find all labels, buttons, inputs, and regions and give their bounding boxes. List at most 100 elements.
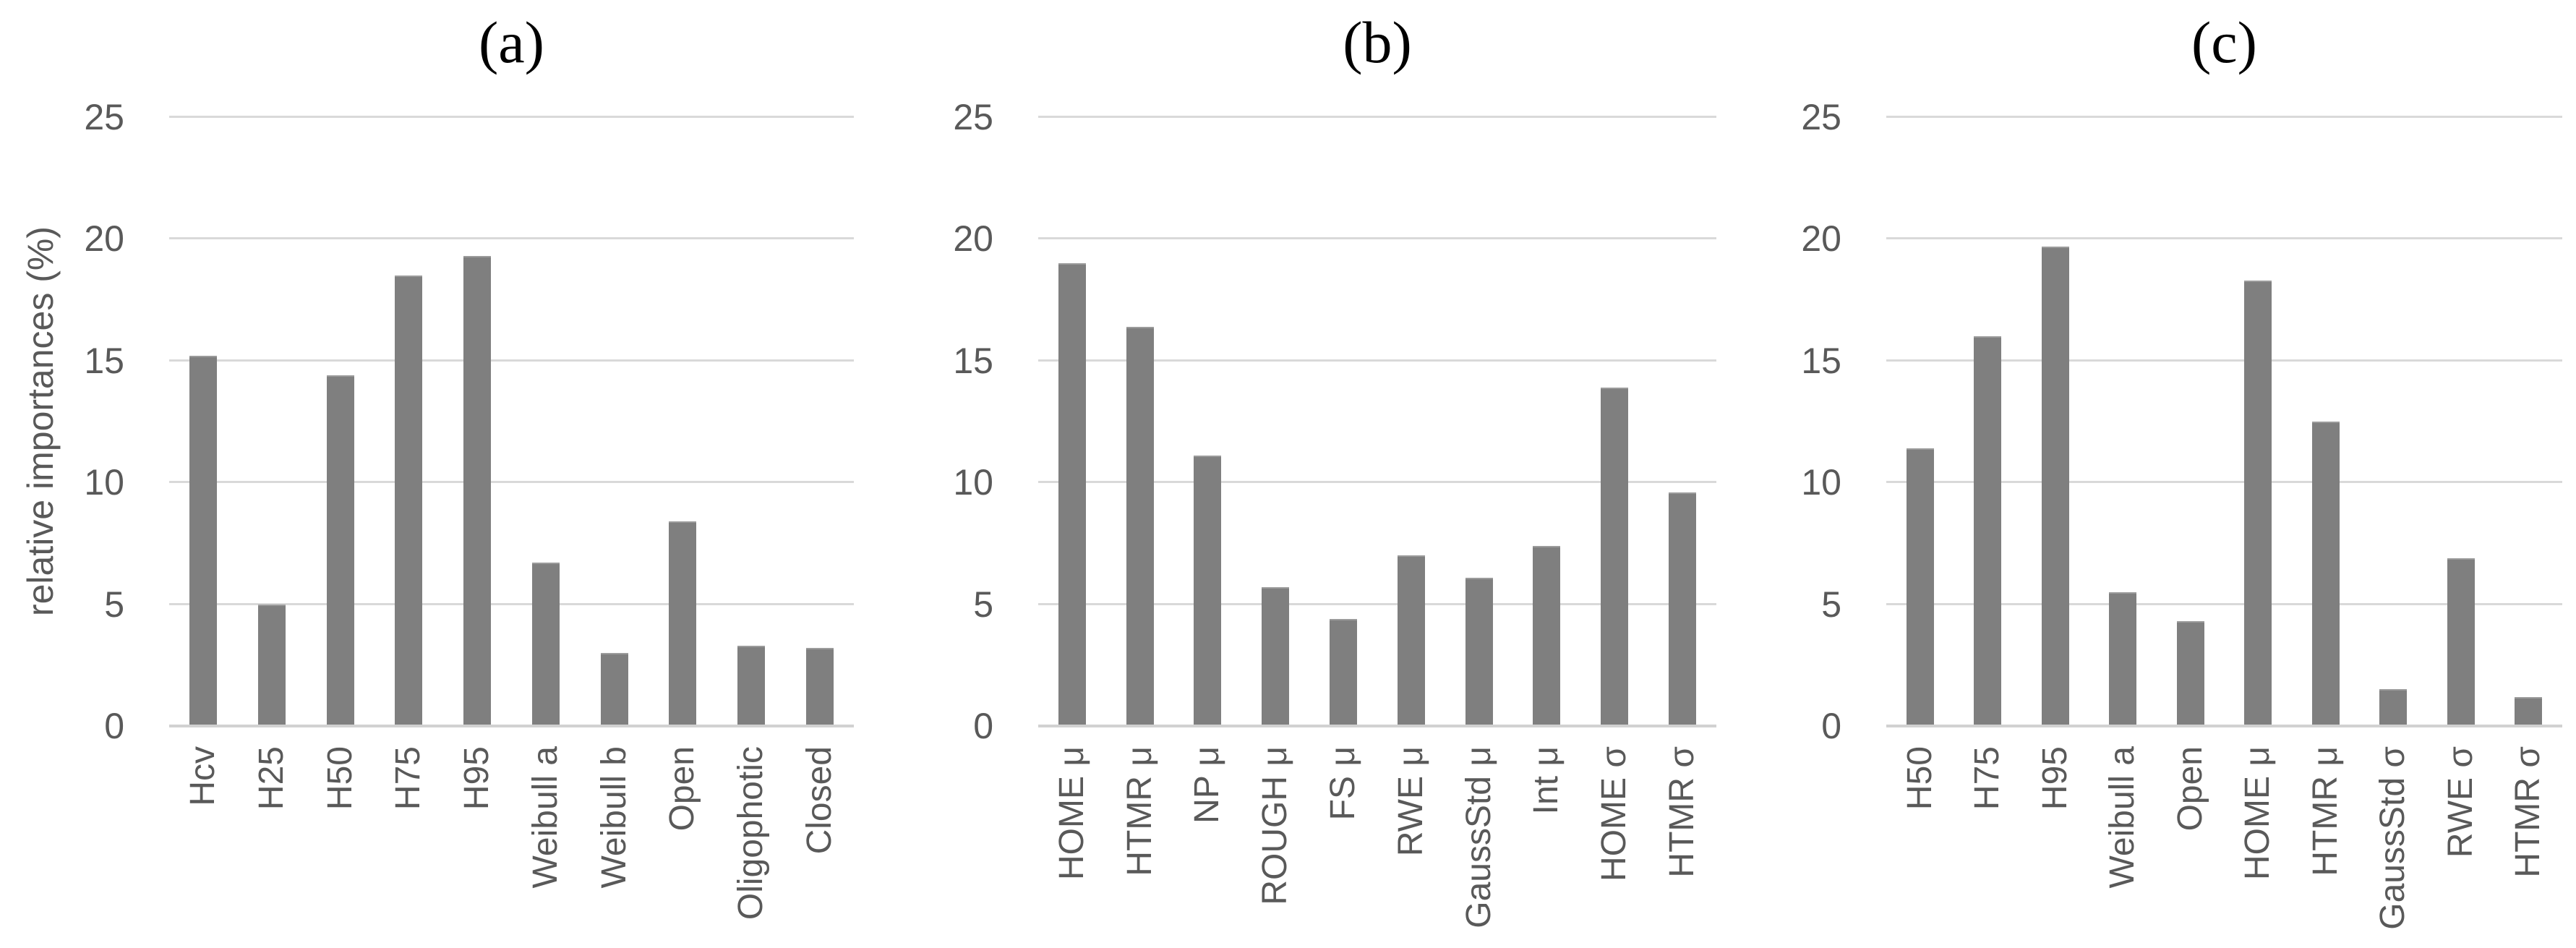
x-label-slot: H75 [1954, 726, 2022, 948]
x-tick-label: H95 [2035, 746, 2074, 811]
bar [1330, 618, 1358, 726]
x-tick-label: NP μ [1188, 746, 1227, 824]
bar [2244, 280, 2272, 726]
bar-slot [443, 117, 512, 726]
bar-slot [2089, 117, 2157, 726]
gridline [1038, 359, 1716, 362]
bar-slot [1038, 117, 1106, 726]
bar-slot [2495, 117, 2563, 726]
bar [1974, 336, 2002, 726]
chart-b-title-row: (b) [1038, 0, 1716, 117]
bar [669, 521, 697, 726]
chart-c-title-row: (c) [1886, 0, 2562, 117]
x-tick-label: Open [2170, 746, 2209, 832]
x-axis: Hcv H25 H50 H75 H95 Weibull a Weibull b Open Oli… [169, 726, 854, 948]
y-tick-label: 15 [1801, 340, 1841, 381]
x-tick-label: HOME μ [2238, 746, 2277, 880]
x-tick-label: Weibull a [2103, 746, 2142, 889]
bar-slot [1954, 117, 2022, 726]
y-tick-label: 10 [84, 462, 124, 503]
x-tick-label: Int μ [1527, 746, 1566, 815]
bar [1906, 448, 1934, 726]
y-tick-label: 0 [104, 706, 124, 746]
plot-area [1038, 116, 1716, 727]
x-tick-label: Open [663, 746, 702, 832]
bar [463, 255, 492, 726]
x-label-slot: RWE μ [1377, 726, 1445, 948]
x-tick-label: Hcv [184, 746, 223, 806]
x-tick-label: H95 [458, 746, 497, 811]
x-label-slot: H95 [443, 726, 512, 948]
x-label-slot: FS μ [1309, 726, 1377, 948]
y-axis-title: relative importances (%) [20, 226, 61, 617]
bar [2447, 558, 2475, 726]
x-axis-line [169, 725, 854, 727]
x-tick-label: Oligophotic [731, 746, 770, 921]
x-tick-label: FS μ [1324, 746, 1363, 821]
x-label-slot: Weibull a [512, 726, 581, 948]
bar-slot [306, 117, 375, 726]
x-label-slot: H25 [238, 726, 307, 948]
gridline [1886, 481, 2562, 484]
gridline [1886, 116, 2562, 118]
bar-slot [1886, 117, 1954, 726]
x-tick-label: HTMR μ [2306, 746, 2345, 876]
bar [531, 563, 560, 726]
x-tick-label: RWE σ [2441, 746, 2480, 858]
x-tick-label: H50 [1900, 746, 1939, 811]
x-label-slot: H95 [2021, 726, 2089, 948]
y-axis: 0 5 10 15 20 25 [904, 97, 1038, 746]
x-tick-label: H25 [252, 746, 291, 811]
x-label-slot: HTMR μ [2292, 726, 2360, 948]
x-axis: H50 H75 H95 Weibull a Open HOME μ HTMR μ GaussS… [1886, 726, 2562, 948]
x-label-slot: HTMR μ [1106, 726, 1174, 948]
gridline [1886, 359, 2562, 362]
x-label-slot: GaussStd σ [2360, 726, 2428, 948]
x-label-slot: ROUGH μ [1241, 726, 1309, 948]
x-tick-label: H75 [1968, 746, 2007, 811]
x-tick-label: ROUGH μ [1256, 746, 1295, 905]
bar [1465, 577, 1493, 726]
bars [1886, 117, 2562, 726]
gridline [169, 359, 854, 362]
gridline [1038, 602, 1716, 605]
x-label-slot: HTMR σ [1648, 726, 1716, 948]
y-tick-label: 25 [1801, 97, 1841, 137]
y-tick-label: 25 [953, 97, 993, 137]
x-tick-label: RWE μ [1391, 746, 1430, 857]
x-label-slot: Int μ [1513, 726, 1581, 948]
y-tick-label: 0 [1821, 706, 1841, 746]
chart-c-title: (c) [2191, 9, 2257, 75]
x-label-slot: HTMR σ [2495, 726, 2563, 948]
x-tick-label: HTMR σ [2509, 746, 2548, 878]
y-axis-title-box: relative importances (%) [4, 117, 77, 726]
bar [737, 645, 765, 726]
plot-area [1886, 116, 2562, 727]
y-tick-label: 5 [104, 584, 124, 625]
bar-slot [580, 117, 649, 726]
chart-a-title: (a) [478, 9, 544, 75]
y-tick-label: 20 [1801, 218, 1841, 260]
gridline [1886, 602, 2562, 605]
y-axis: 0 5 10 15 20 25 [1771, 97, 1886, 746]
plot-area [169, 116, 854, 727]
x-label-slot: Open [2157, 726, 2225, 948]
bar [2176, 621, 2204, 726]
x-label-slot: H50 [306, 726, 375, 948]
bar [1262, 587, 1290, 726]
chart-b-title: (b) [1343, 9, 1412, 75]
bar-slot [1241, 117, 1309, 726]
bar [600, 652, 628, 726]
x-label-slot: HOME μ [2225, 726, 2293, 948]
gridline [169, 481, 854, 484]
chart-panel-c: (c) 0 5 10 15 20 25 H50 H75 H95 Weibull a Open HOM… [1771, 0, 2562, 948]
bars [169, 117, 854, 726]
bar-slot [2021, 117, 2089, 726]
bar [1397, 555, 1425, 726]
x-tick-label: HTMR σ [1663, 746, 1702, 878]
x-label-slot: GaussStd μ [1445, 726, 1513, 948]
bar-slot [169, 117, 238, 726]
bar-slot [1513, 117, 1581, 726]
x-tick-label: Weibull b [594, 746, 633, 889]
y-tick-label: 15 [84, 340, 124, 381]
